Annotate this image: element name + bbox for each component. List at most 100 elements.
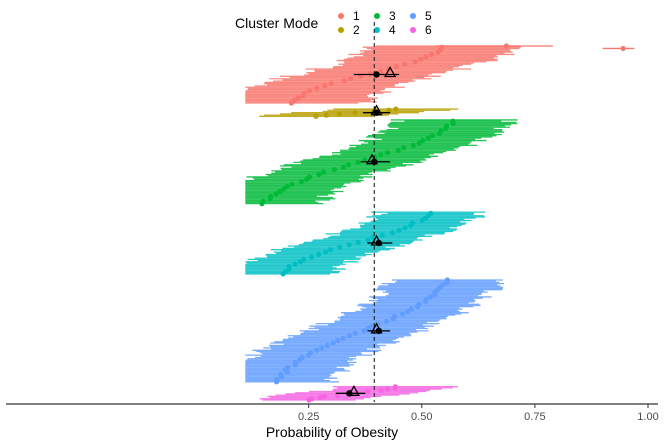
point-cluster-4 [316, 251, 322, 258]
point-cluster-1 [322, 83, 328, 89]
point-cluster-5 [274, 376, 280, 382]
point-cluster-4 [409, 220, 416, 226]
plot-panel [245, 22, 635, 403]
point-cluster-3 [419, 137, 426, 144]
point-cluster-6 [365, 388, 371, 395]
point-cluster-1 [412, 59, 418, 65]
point-cluster-6 [384, 386, 391, 392]
point-cluster-1 [314, 85, 320, 92]
summary-triangle-cluster-1 [383, 66, 397, 78]
point-cluster-2 [352, 110, 358, 116]
legend-key-6 [410, 27, 416, 33]
point-cluster-4 [346, 242, 352, 248]
x-tick-label: 0.25 [298, 411, 319, 423]
point-cluster-1 [393, 64, 399, 70]
legend-label-4: 4 [389, 23, 396, 37]
point-cluster-1 [295, 95, 301, 101]
point-cluster-4 [337, 244, 343, 250]
point-cluster-5 [277, 371, 284, 378]
point-cluster-4 [301, 256, 307, 262]
legend-key-1 [338, 13, 344, 19]
point-cluster-4 [396, 227, 402, 233]
point-cluster-3 [355, 159, 361, 165]
summary-triangle-cluster-5 [370, 322, 383, 334]
point-cluster-3 [345, 162, 352, 168]
point-cluster-4 [402, 225, 408, 231]
point-cluster-5 [369, 323, 375, 329]
x-axis-title: Probability of Obesity [266, 424, 398, 440]
point-cluster-1 [347, 76, 354, 82]
legend-label-1: 1 [353, 9, 360, 23]
point-cluster-4 [365, 237, 371, 243]
point-cluster-5 [408, 306, 414, 312]
point-cluster-3 [331, 167, 338, 173]
point-cluster-6 [392, 384, 398, 390]
point-cluster-4 [370, 234, 376, 241]
point-cluster-4 [292, 261, 298, 267]
point-cluster-1 [328, 80, 334, 87]
point-cluster-1 [428, 51, 434, 58]
point-cluster-5 [335, 337, 341, 344]
summary-triangle-cluster-4 [370, 234, 383, 246]
point-cluster-6 [317, 394, 323, 401]
point-cluster-1 [423, 54, 429, 60]
point-cluster-3 [378, 152, 384, 158]
point-cluster-3 [260, 198, 266, 204]
point-cluster-4 [308, 254, 315, 260]
point-cluster-1 [402, 61, 408, 67]
legend-key-3 [374, 13, 380, 19]
x-tick-label: 0.50 [411, 411, 432, 423]
legend-label-3: 3 [389, 9, 396, 23]
ci-lines [245, 45, 635, 401]
point-cluster-5 [330, 340, 336, 346]
legend-label-6: 6 [425, 23, 432, 37]
point-cluster-5 [319, 345, 325, 351]
point-cluster-5 [307, 350, 314, 356]
point-cluster-2 [323, 112, 329, 118]
point-cluster-1 [377, 68, 384, 75]
point-cluster-3 [321, 169, 327, 175]
summary-point-cluster-1 [373, 71, 380, 78]
point-cluster-2 [336, 111, 342, 117]
point-outlier-cluster-1 [503, 43, 509, 49]
summary-triangle-cluster-2 [370, 104, 383, 116]
point-cluster-5 [383, 318, 390, 324]
point-cluster-5 [361, 328, 367, 334]
x-tick-label: 1.00 [637, 411, 658, 423]
point-cluster-6 [378, 387, 384, 393]
point-cluster-3 [425, 135, 431, 141]
point-cluster-6 [309, 396, 315, 402]
point-cluster-5 [416, 301, 422, 307]
point-cluster-5 [444, 277, 450, 283]
point-cluster-3 [410, 142, 416, 149]
point-cluster-3 [395, 147, 401, 153]
point-estimates [259, 43, 626, 403]
point-cluster-3 [306, 174, 313, 180]
legend-key-5 [410, 13, 416, 19]
point-cluster-5 [314, 347, 320, 353]
point-cluster-5 [427, 294, 434, 300]
point-cluster-3 [401, 145, 407, 151]
x-axis-ticks: 0.25 0.50 0.75 1.00 [298, 404, 659, 423]
point-cluster-4 [355, 239, 361, 245]
point-cluster-5 [404, 308, 411, 315]
summary-triangle-cluster-6 [347, 384, 361, 396]
point-cluster-4 [286, 264, 292, 270]
point-cluster-1 [301, 90, 308, 96]
point-outlier-cluster-1 [620, 45, 626, 52]
point-cluster-6 [321, 393, 327, 399]
point-cluster-3 [268, 193, 274, 199]
point-cluster-5 [399, 311, 406, 317]
point-cluster-5 [299, 354, 305, 361]
legend-key-2 [338, 27, 344, 33]
point-cluster-5 [285, 364, 291, 370]
legend-title: Cluster Mode [235, 15, 318, 31]
point-cluster-1 [306, 88, 313, 94]
point-cluster-3 [298, 179, 305, 185]
legend-label-2: 2 [353, 23, 360, 37]
point-cluster-1 [418, 56, 424, 62]
summary-triangle-cluster-3 [365, 153, 379, 165]
point-cluster-5 [352, 330, 358, 336]
point-cluster-5 [324, 342, 331, 349]
